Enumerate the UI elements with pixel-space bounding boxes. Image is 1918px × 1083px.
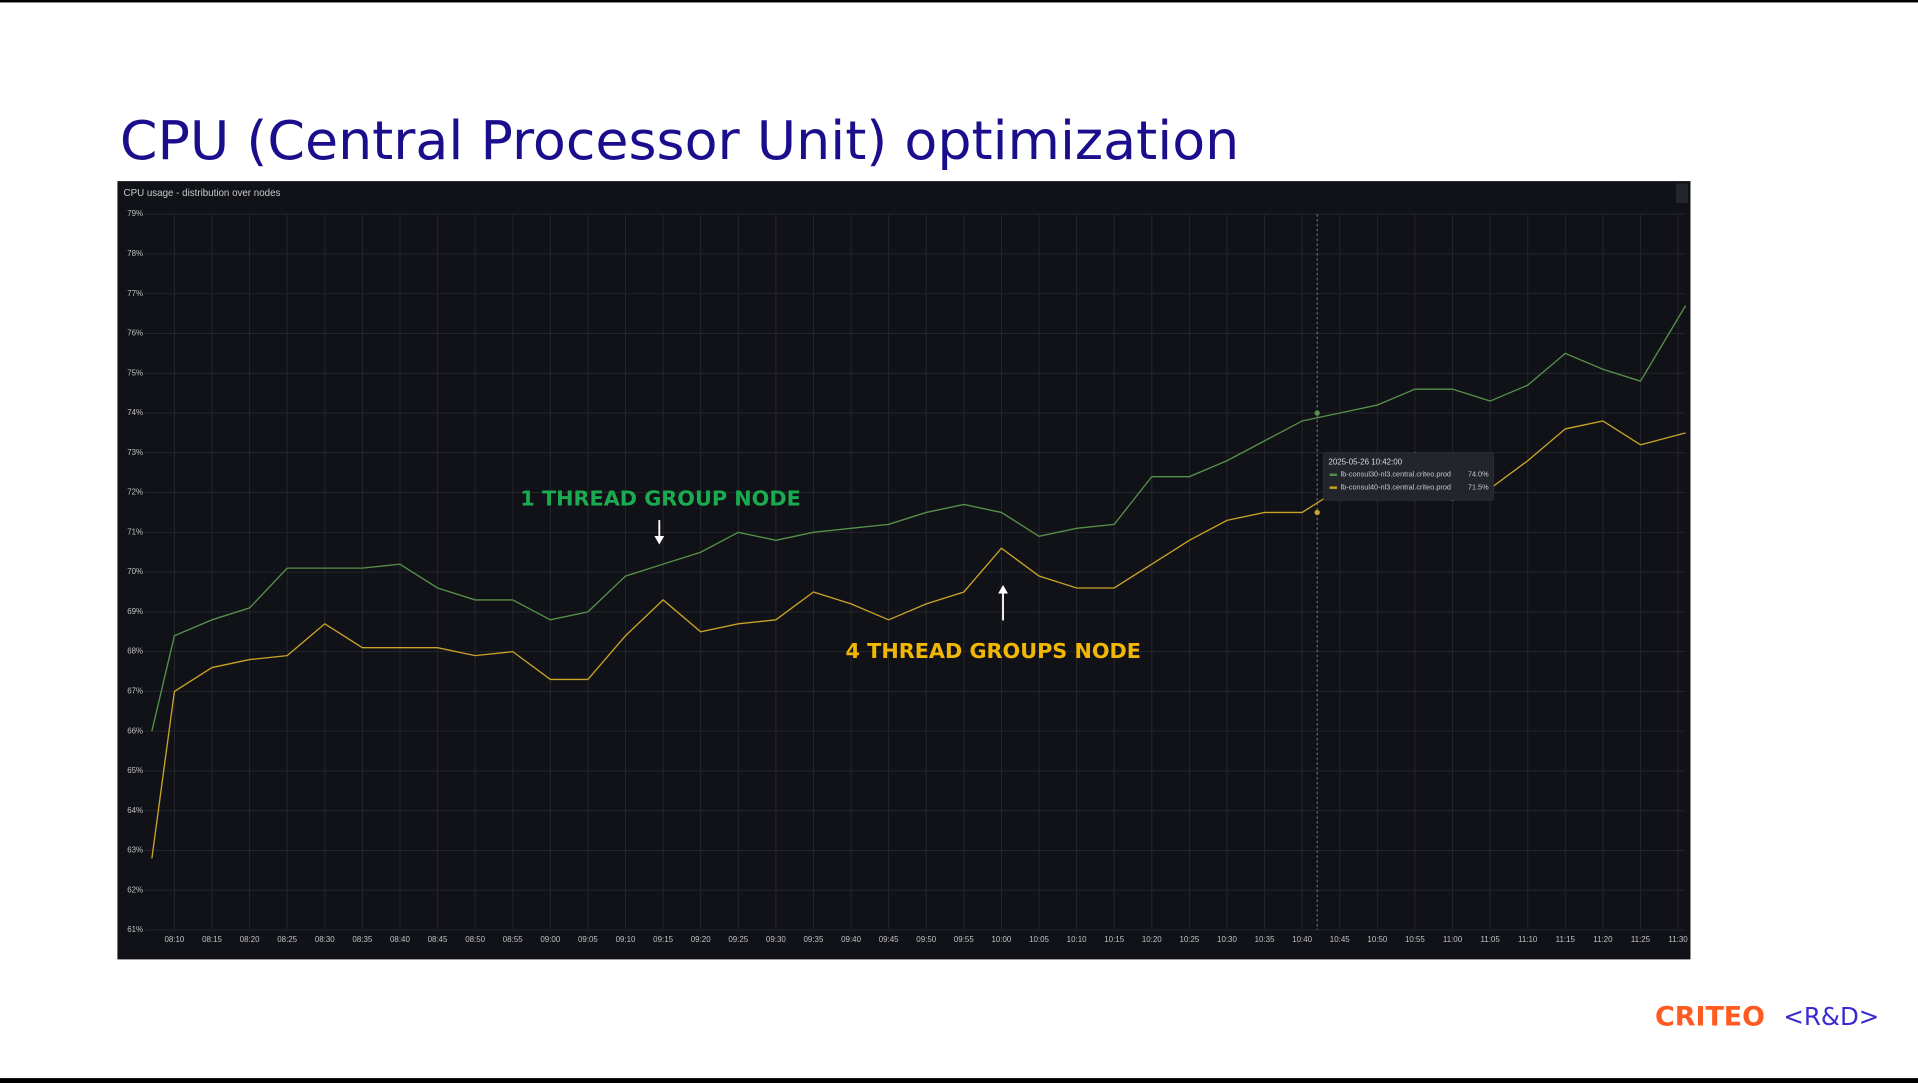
x-tick-label: 11:15: [1556, 935, 1576, 944]
x-tick-label: 09:25: [728, 935, 748, 944]
y-tick-label: 66%: [127, 726, 143, 735]
x-tick-label: 11:20: [1593, 935, 1613, 944]
tooltip-value: 74.0%: [1468, 470, 1489, 479]
x-tick-label: 11:10: [1518, 935, 1538, 944]
x-tick-label: 10:45: [1330, 935, 1350, 944]
annotation-arrowhead: [998, 584, 1008, 594]
hover-point: [1314, 509, 1320, 516]
annotation: 4 THREAD GROUPS NODE: [845, 639, 1141, 663]
y-tick-label: 78%: [127, 249, 143, 258]
x-tick-label: 10:05: [1029, 935, 1049, 944]
annotation: 1 THREAD GROUP NODE: [520, 486, 801, 510]
x-tick-label: 09:50: [916, 935, 936, 944]
y-tick-label: 74%: [127, 408, 143, 417]
x-tick-label: 10:00: [991, 935, 1011, 944]
y-tick-label: 67%: [127, 686, 143, 695]
x-tick-label: 08:40: [390, 935, 410, 944]
x-tick-label: 09:00: [540, 935, 560, 944]
x-tick-label: 09:30: [766, 935, 786, 944]
y-tick-label: 76%: [127, 329, 143, 338]
slide-title: CPU (Central Processor Unit) optimizatio…: [120, 109, 1239, 172]
y-tick-label: 68%: [127, 647, 143, 656]
panel-menu[interactable]: [1675, 183, 1689, 204]
x-tick-label: 10:55: [1405, 935, 1425, 944]
x-tick-label: 11:30: [1668, 935, 1688, 944]
tooltip-swatch: [1329, 486, 1337, 489]
x-tick-label: 11:25: [1631, 935, 1651, 944]
x-tick-label: 09:40: [841, 935, 861, 944]
panel-title: CPU usage - distribution over nodes: [124, 188, 281, 199]
hover-point: [1314, 410, 1320, 416]
x-tick-label: 10:15: [1104, 935, 1124, 944]
y-tick-label: 73%: [127, 448, 143, 457]
x-tick-label: 10:40: [1292, 935, 1312, 944]
x-tick-label: 09:55: [954, 935, 974, 944]
x-tick-label: 08:35: [352, 935, 372, 944]
plot-area: 61% 62% 63% 64% 65% 66% 67% 68% 69% 70% 71% 72% 73% 7…: [127, 209, 1688, 944]
y-tick-label: 75%: [127, 368, 143, 377]
series-line: [151, 305, 1687, 732]
tooltip-series: lb-consul40-nl3.central.criteo.prod: [1341, 483, 1451, 492]
x-tick-label: 10:20: [1142, 935, 1162, 944]
x-tick-label: 08:10: [164, 935, 184, 944]
x-tick-label: 09:05: [578, 935, 598, 944]
x-tick-label: 08:15: [202, 935, 222, 944]
x-tick-label: 08:20: [240, 935, 260, 944]
tooltip-time: 2025-05-26 10:42:00: [1328, 458, 1402, 467]
x-tick-label: 08:55: [503, 935, 523, 944]
y-tick-label: 64%: [127, 806, 143, 815]
bottom-border: [0, 1078, 1918, 1083]
x-tick-label: 10:50: [1367, 935, 1387, 944]
y-tick-label: 61%: [127, 925, 143, 934]
top-border: [0, 0, 1918, 3]
x-tick-label: 09:35: [804, 935, 824, 944]
y-tick-label: 79%: [127, 209, 143, 218]
tooltip-value: 71.5%: [1468, 483, 1489, 492]
tooltip-swatch: [1329, 473, 1337, 477]
y-tick-label: 69%: [127, 607, 143, 616]
y-tick-label: 65%: [127, 766, 143, 775]
x-tick-label: 08:45: [428, 935, 448, 944]
annotation-arrowhead: [654, 535, 665, 545]
logo: CRITEO: [1655, 1002, 1765, 1033]
x-tick-label: 10:10: [1067, 935, 1087, 944]
x-tick-label: 09:15: [653, 935, 673, 944]
y-tick-label: 63%: [127, 846, 143, 855]
y-tick-label: 72%: [127, 488, 143, 497]
x-tick-label: 09:10: [616, 935, 636, 944]
x-tick-label: 09:45: [879, 935, 899, 944]
x-tick-label: 10:30: [1217, 935, 1237, 944]
x-tick-label: 11:00: [1443, 935, 1463, 944]
y-tick-label: 77%: [127, 289, 143, 298]
x-tick-label: 11:05: [1480, 935, 1500, 944]
x-tick-label: 08:25: [277, 935, 297, 944]
tooltip-series: lb-consul30-nl3.central.criteo.prod: [1341, 470, 1451, 479]
x-tick-label: 09:20: [691, 935, 711, 944]
x-tick-label: 08:30: [315, 935, 335, 944]
y-tick-label: 71%: [127, 527, 143, 536]
x-tick-label: 10:35: [1255, 935, 1275, 944]
tooltip: [1323, 452, 1494, 501]
y-tick-label: 70%: [127, 567, 143, 576]
x-tick-label: 08:50: [465, 935, 485, 944]
y-tick-label: 62%: [127, 885, 143, 894]
x-tick-label: 10:25: [1179, 935, 1199, 944]
panel: [117, 181, 1691, 960]
logo-tag: <R&D>: [1783, 1002, 1879, 1031]
